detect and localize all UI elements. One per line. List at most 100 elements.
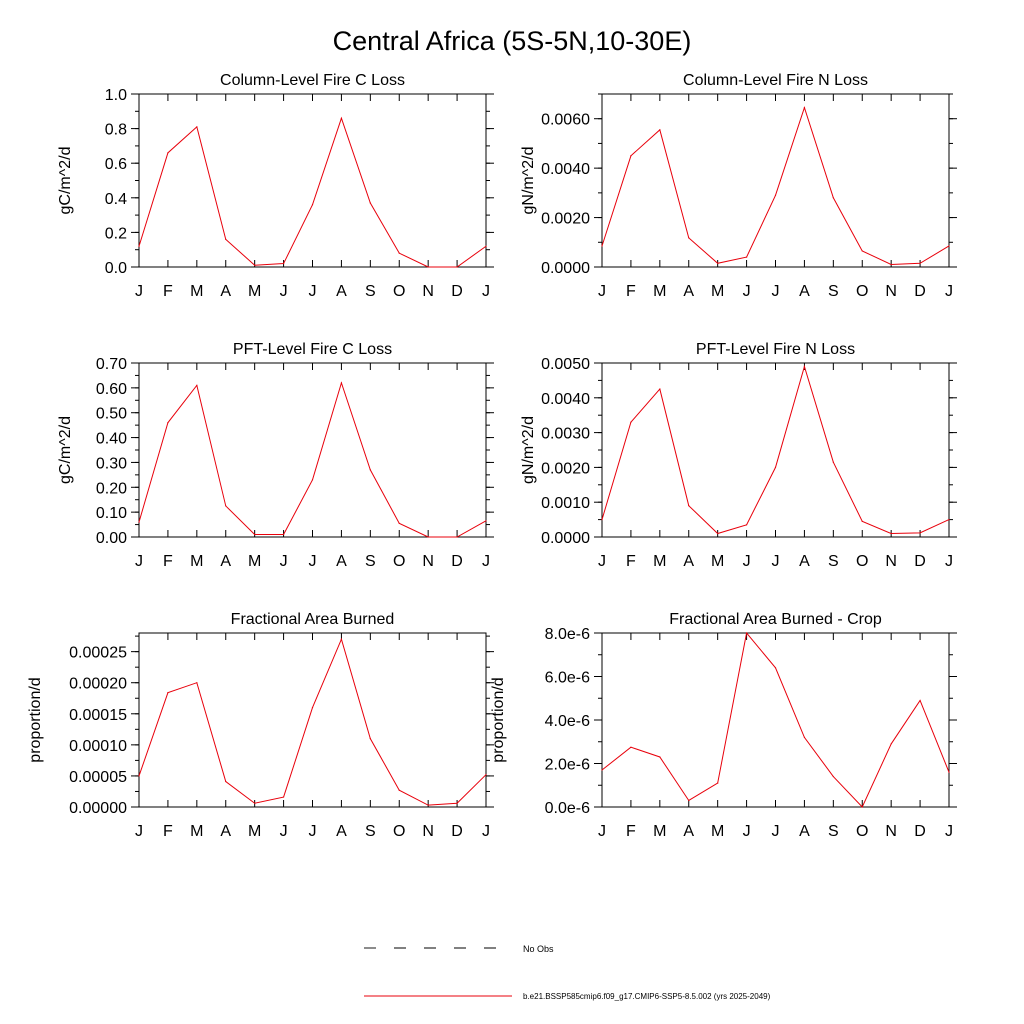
chart-panel-3: J F M A M J J A S O N D J0.000.100.200.300.400.500.6… [57, 341, 494, 570]
x-tick-label: M [653, 283, 666, 300]
y-tick-label: 0.20 [96, 480, 127, 497]
data-point [630, 155, 632, 157]
panels: J F M A M J J A S O N D J0.00.20.40.60.81.0gC/m^2/dC… [27, 72, 957, 840]
panel-title: PFT-Level Fire C Loss [233, 341, 392, 358]
chart-panel-6: J F M A M J J A S O N D J0.0e-62.0e-64.0e-66.0e-68.0… [490, 611, 957, 840]
legend: No Obs b.e21.BSSP585cmip6.f09_g17.CMIP6-… [364, 944, 771, 1001]
data-point [225, 505, 227, 507]
x-tick-label: A [683, 553, 694, 570]
panel-title: Fractional Area Burned [231, 611, 395, 628]
x-tick-label: J [280, 823, 288, 840]
data-point [688, 237, 690, 239]
x-tick-label: O [393, 823, 405, 840]
data-point [196, 126, 198, 128]
chart-panel-5: J F M A M J J A S O N D J0.000000.000050.000100.0001… [27, 611, 494, 840]
y-axis-label: gN/m^2/d [520, 147, 537, 215]
y-tick-label: 2.0e-6 [545, 757, 590, 774]
data-point [485, 774, 487, 776]
x-tick-label: J [598, 823, 606, 840]
x-tick-label: M [248, 283, 261, 300]
data-point [803, 365, 806, 368]
x-tick-label: S [828, 283, 839, 300]
y-tick-label: 0.0060 [541, 112, 590, 129]
y-tick-label: 0.00 [96, 530, 127, 547]
x-tick-label: N [422, 553, 434, 570]
x-tick-label: J [743, 283, 751, 300]
panel-title: Column-Level Fire N Loss [683, 72, 868, 89]
plot-frame [138, 362, 487, 538]
x-tick-label: J [135, 823, 143, 840]
x-tick-label: J [743, 823, 751, 840]
y-tick-label: 0.70 [96, 356, 127, 373]
data-point [861, 806, 863, 808]
data-point [282, 262, 285, 265]
series-line [138, 381, 487, 538]
x-tick-label: N [885, 553, 897, 570]
data-point [225, 780, 227, 783]
x-tick-label: F [163, 553, 173, 570]
data-point [774, 667, 777, 669]
y-tick-label: 0.60 [96, 381, 127, 398]
x-tick-label: M [248, 553, 261, 570]
data-point [745, 256, 748, 258]
plot-frame [601, 632, 950, 808]
y-tick-label: 0.00025 [69, 645, 127, 662]
x-tick-label: N [422, 283, 434, 300]
data-point [861, 250, 863, 252]
x-tick-label: J [309, 283, 317, 300]
x-tick-label: A [336, 553, 347, 570]
y-tick-label: 0.0000 [541, 530, 590, 547]
data-point [340, 117, 343, 119]
legend-obs-label: No Obs [523, 944, 554, 954]
x-tick-label: J [280, 553, 288, 570]
y-tick-label: 0.0020 [541, 211, 590, 228]
x-tick-label: O [856, 823, 868, 840]
series-line [601, 105, 950, 266]
x-tick-label: A [799, 553, 810, 570]
data-point [196, 682, 198, 684]
x-tick-label: J [482, 823, 490, 840]
panel-title: Fractional Area Burned - Crop [669, 611, 882, 628]
x-tick-label: A [683, 283, 694, 300]
series-line [601, 631, 950, 808]
x-tick-label: A [220, 823, 231, 840]
x-tick-label: F [626, 553, 636, 570]
data-point [456, 536, 458, 538]
y-tick-label: 0.10 [96, 505, 127, 522]
y-tick-label: 0.0040 [541, 161, 590, 178]
x-tick-label: J [772, 283, 780, 300]
data-point [138, 775, 140, 777]
chart-panel-2: J F M A M J J A S O N D J0.00000.00200.00400.0060gN/… [520, 72, 957, 300]
chart-panel-4: J F M A M J J A S O N D J0.00000.00100.00200.00300.0… [520, 341, 957, 570]
data-point [745, 524, 748, 526]
x-tick-label: M [653, 553, 666, 570]
data-point [630, 421, 632, 423]
y-tick-label: 0.0010 [541, 495, 590, 512]
data-point [369, 469, 371, 471]
x-tick-label: J [945, 823, 953, 840]
x-tick-label: J [135, 283, 143, 300]
y-tick-label: 0.2 [105, 225, 127, 242]
data-point [196, 384, 198, 386]
data-point [659, 388, 661, 390]
data-point [890, 532, 892, 535]
data-point [311, 479, 314, 481]
y-tick-label: 4.0e-6 [545, 713, 590, 730]
x-tick-label: M [248, 823, 261, 840]
x-tick-label: J [743, 553, 751, 570]
data-point [861, 520, 863, 522]
y-tick-label: 0.0e-6 [545, 800, 590, 817]
y-tick-label: 0.0020 [541, 460, 590, 477]
y-axis-label: gC/m^2/d [57, 147, 74, 215]
data-point [340, 638, 343, 640]
data-point [427, 804, 429, 806]
data-point [803, 106, 806, 109]
data-point [485, 520, 487, 522]
data-point [456, 802, 458, 804]
data-point [398, 789, 400, 791]
y-tick-label: 0.4 [105, 191, 127, 208]
x-tick-label: J [135, 553, 143, 570]
x-tick-label: S [365, 553, 376, 570]
x-tick-label: F [626, 823, 636, 840]
